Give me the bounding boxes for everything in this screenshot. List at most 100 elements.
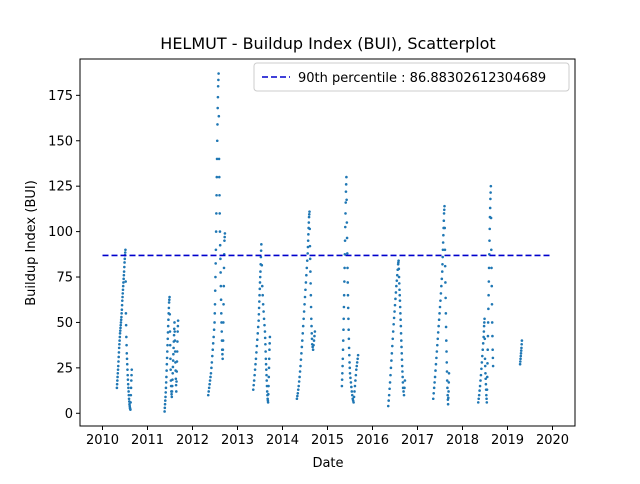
data-point-mid-s1-21: [172, 327, 176, 331]
data-point-s7-19: [445, 339, 448, 342]
data-point-s0-4: [117, 355, 120, 359]
data-point-s0-27: [127, 397, 131, 401]
data-point-mid-s6-20: [401, 370, 404, 373]
data-point-mid-s7-20: [445, 370, 449, 373]
data-point-mid-s2-24: [221, 352, 224, 356]
data-point-s9-0: [518, 362, 522, 366]
data-point-mid-s6-18: [400, 345, 403, 349]
data-point-mid-s8-2: [479, 379, 482, 382]
data-point-s4-16: [308, 210, 311, 213]
data-point-s8-23: [490, 248, 493, 252]
data-point-s5-19: [349, 381, 353, 384]
data-point-s8-18: [487, 266, 491, 270]
data-point-s7-8: [439, 299, 442, 302]
data-point-s7-25: [447, 372, 451, 375]
data-point-s7-10: [440, 270, 444, 273]
data-point-s0-12: [121, 299, 124, 302]
data-point-mid-s8-1: [478, 389, 481, 392]
data-point-s6-12: [397, 259, 400, 262]
data-point-s2-29: [223, 239, 226, 242]
data-point-mid-s5-26: [356, 357, 359, 361]
data-point-mid-s0-10: [120, 312, 123, 315]
data-point-s8-12: [485, 393, 488, 397]
legend-label-90th-percentile: 90th percentile : 86.88302612304689: [298, 71, 546, 86]
y-tick-label-25: 25: [56, 361, 73, 376]
data-point-mid-s7-16: [443, 264, 447, 268]
data-point-s2-22: [220, 312, 223, 315]
chart-title: HELMUT - Buildup Index (BUI), Scatterplo…: [160, 34, 495, 53]
data-point-s1-12: [168, 330, 172, 333]
data-point-s4-9: [303, 295, 307, 299]
data-point-mid-s0-20: [124, 323, 128, 327]
data-point-mid-s5-19: [350, 385, 353, 389]
data-point-s0-23: [125, 362, 129, 366]
data-point-mid-s1-13: [169, 368, 172, 371]
data-point-s6-10: [395, 273, 399, 277]
data-point-mid-s7-17: [444, 296, 447, 300]
data-point-s2-12: [215, 175, 219, 179]
data-point-mid-s0-22: [125, 357, 129, 361]
data-point-s8-3: [479, 373, 483, 377]
data-point-s2-1: [207, 386, 211, 390]
data-point-mid-s7-14: [442, 208, 446, 212]
data-point-mid-s2-6: [212, 328, 216, 332]
data-point-s7-16: [443, 248, 447, 252]
data-point-mid-s6-19: [400, 358, 404, 361]
data-point-s5-24: [354, 379, 357, 382]
data-point-mid-s4-6: [301, 332, 305, 335]
data-point-s7-12: [441, 241, 445, 244]
data-point-s5-8: [344, 212, 347, 215]
data-point-mid-s2-22: [220, 321, 223, 324]
data-point-s4-19: [309, 293, 313, 297]
data-point-s5-26: [355, 361, 359, 364]
data-point-s4-2: [297, 384, 301, 388]
data-point-s6-16: [399, 312, 402, 315]
data-point-mid-s5-24: [354, 373, 358, 377]
data-point-s1-0: [163, 410, 166, 413]
data-point-mid-s1-26: [175, 380, 178, 383]
data-point-mid-s7-2: [434, 369, 437, 372]
data-point-mid-s6-1: [388, 387, 391, 391]
data-point-s1-8: [166, 324, 170, 328]
data-point-mid-s7-19: [445, 350, 448, 353]
data-point-s1-26: [175, 390, 178, 393]
data-point-mid-s0-32: [130, 373, 133, 377]
data-point-mid-s1-12: [168, 343, 172, 347]
data-point-mid-s8-25: [491, 334, 494, 338]
data-point-mid-s6-4: [391, 344, 394, 348]
data-point-s3-19: [265, 368, 268, 371]
data-point-s1-1: [163, 402, 167, 406]
data-point-s1-30: [176, 319, 180, 322]
data-point-mid-s2-18: [218, 212, 222, 215]
data-point-s5-2: [341, 357, 345, 361]
data-point-mid-s4-21: [310, 337, 314, 341]
data-point-s5-23: [353, 390, 356, 393]
legend: 90th percentile : 86.88302612304689: [253, 62, 570, 92]
data-point-s6-21: [401, 375, 404, 379]
data-point-mid-s6-6: [392, 316, 396, 320]
data-point-s1-11: [168, 295, 171, 299]
data-point-mid-s1-29: [176, 324, 180, 328]
data-point-mid-s3-1: [253, 373, 256, 377]
data-point-mid-s1-16: [170, 390, 174, 393]
data-point-mid-s0-2: [116, 368, 120, 371]
data-point-s6-24: [403, 379, 407, 382]
data-point-mid-s6-17: [399, 332, 403, 335]
data-point-mid-s6-7: [393, 303, 397, 307]
data-point-s8-25: [490, 321, 494, 324]
data-point-mid-s4-10: [305, 273, 308, 277]
data-point-s8-26: [491, 348, 494, 351]
data-point-s5-15: [347, 328, 350, 332]
data-point-mid-s3-0: [252, 383, 255, 387]
data-point-s4-21: [310, 332, 314, 335]
data-point-mid-s5-18: [349, 376, 352, 380]
data-point-mid-s1-3: [164, 381, 168, 384]
data-point-s1-16: [170, 395, 174, 399]
data-point-mid-s2-5: [211, 342, 215, 345]
data-point-mid-s8-10: [484, 377, 487, 381]
data-point-s0-1: [116, 379, 119, 382]
data-point-s3-9: [258, 281, 262, 284]
data-point-mid-s4-4: [299, 358, 303, 361]
data-point-s8-14: [485, 375, 489, 379]
